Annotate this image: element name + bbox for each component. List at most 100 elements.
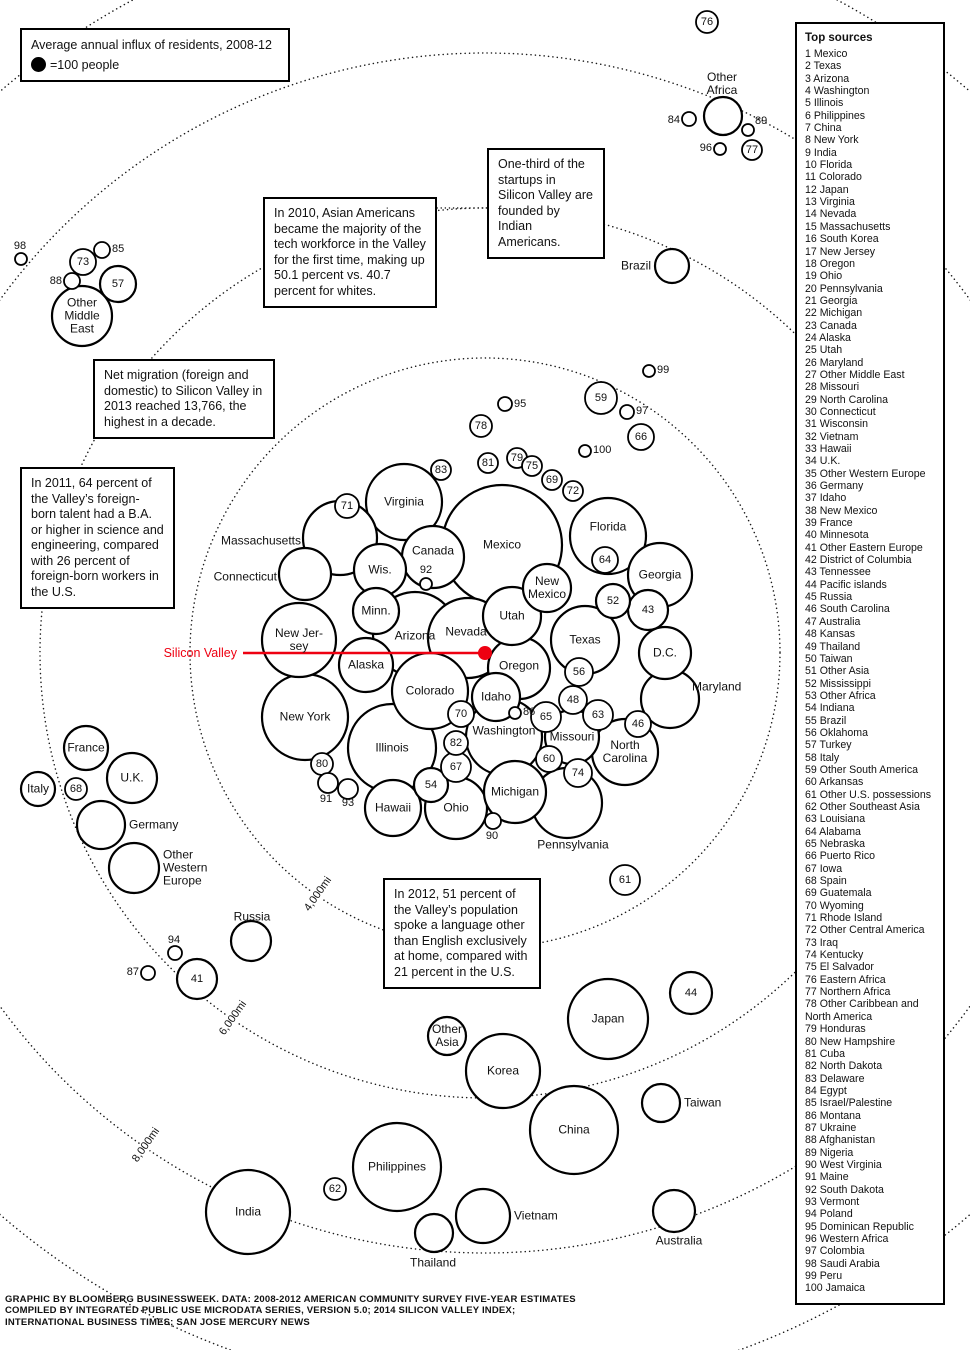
bubble-west-virginia [484,812,502,830]
source-item-15: 15 Massachusetts [805,220,891,233]
source-item-48: 48 Kansas [805,628,856,641]
bubble-russia [229,919,273,963]
source-item-31: 31 Wisconsin [805,418,868,431]
source-item-61: 61 Other U.S. possessions [805,788,932,801]
source-item-92: 92 South Dakota [805,1183,884,1196]
source-item-49: 49 Thailand [805,640,861,653]
source-item-55: 55 Brazil [805,714,847,727]
bubble-australia [651,1188,697,1234]
bubble-connecticut [277,546,333,602]
source-item-21: 21 Georgia [805,294,858,307]
callout-language: In 2012, 51 percent of the Valley’s popu… [383,878,541,989]
source-item-44: 44 Pacific islands [805,578,887,591]
source-item-18: 18 Oregon [805,257,856,270]
source-item-51: 51 Other Asia [805,665,870,678]
source-item-35: 35 Other Western Europe [805,467,926,480]
source-item-52: 52 Mississippi [805,677,871,690]
source-item-85: 85 Israel/Palestine [805,1097,893,1110]
source-item-10: 10 Florida [805,159,853,172]
bubble-philippines [351,1121,443,1213]
bubble-vietnam [454,1187,512,1245]
bubble-hawaii [363,778,423,838]
source-item-93: 93 Vermont [805,1195,860,1208]
bubble-other-caribbean [469,414,493,438]
bubble-iraq [69,248,97,276]
source-item-9: 9 India [805,146,837,159]
source-item-11: 11 Colorado [805,171,862,184]
source-item-91: 91 Maine [805,1171,849,1184]
bubble-virginia [364,462,444,542]
bubble-northern-africa [741,139,763,161]
source-item-78: 78 Other Caribbean and North America [805,998,919,1023]
bubble-nebraska [530,701,562,733]
bubble-new-york [260,672,350,762]
bubble-nigeria [741,123,755,137]
attribution-line-2: COMPILED BY INTEGRATED PUBLIC USE MICROD… [5,1305,516,1317]
bubble-korea [464,1032,542,1110]
source-item-59: 59 Other South America [805,763,919,776]
bubble-western-africa [713,142,727,156]
bubble-other-western-europe [107,841,161,895]
bubble-jamaica [578,444,592,458]
source-item-46: 46 South Carolina [805,603,890,616]
bubble-maine [317,772,339,794]
callout-indian-startups: One-third of the startups in Silicon Val… [487,148,605,259]
bubble-peru [642,364,656,378]
top-sources-panel: Top sources 1 Mexico 2 Texas 3 Arizona 4 Wa… [795,22,945,1305]
source-item-82: 82 North Dakota [805,1060,883,1073]
bubble-dominican-republic [497,396,513,412]
bubble-ukraine [140,965,156,981]
bubble-idaho [470,671,522,723]
source-item-88: 88 Afghanistan [805,1134,876,1147]
source-item-70: 70 Wyoming [805,899,864,912]
source-item-66: 66 Puerto Rico [805,850,876,863]
source-item-41: 41 Other Eastern Europe [805,541,923,554]
bubble-new-jersey [260,601,338,679]
source-item-75: 75 El Salvador [805,961,874,974]
source-item-64: 64 Alabama [805,825,861,838]
scale-dot-icon [31,57,46,72]
source-item-96: 96 Western Africa [805,1233,889,1245]
bubble-kansas [558,685,588,715]
bubble-germany [75,799,127,851]
attribution-line-3: INTERNATIONAL BUSINESS TIMES; SAN JOSE M… [5,1316,310,1328]
bubble-iowa [440,751,472,783]
source-item-16: 16 South Korea [805,233,879,246]
distance-ring-4,000mi [189,357,781,949]
bubble-south-dakota [419,577,433,591]
bubble-other-south-america [584,381,618,415]
bubble-brazil [653,247,691,285]
source-item-25: 25 Utah [805,344,843,357]
source-item-5: 5 Illinois [805,97,844,110]
source-item-43: 43 Tennessee [805,566,871,579]
source-item-2: 2 Texas [805,60,842,73]
source-item-37: 37 Idaho [805,492,847,505]
bubble-poland [167,945,183,961]
bubble-louisiana [582,699,614,731]
bubble-wyoming [447,700,475,728]
source-item-33: 33 Hawaii [805,443,852,455]
bubble-other-asia [426,1015,468,1057]
source-item-71: 71 Rhode Island [805,912,883,925]
bubble-alabama [591,546,619,574]
source-item-17: 17 New Jersey [805,245,876,258]
bubble-montana [508,706,522,720]
bubble-tennessee [626,588,670,632]
source-item-39: 39 France [805,517,853,530]
legend-title: Average annual influx of residents, 2008… [31,38,272,52]
source-item-79: 79 Honduras [805,1023,866,1036]
bubble-oklahoma [564,657,594,687]
source-item-38: 38 New Mexico [805,504,878,517]
bubble-alaska [337,636,395,694]
source-item-81: 81 Cuba [805,1047,846,1060]
source-item-90: 90 West Virginia [805,1158,882,1171]
bubble-puerto-rico [627,423,655,451]
source-item-26: 26 Maryland [805,356,864,369]
source-item-13: 13 Virginia [805,196,855,209]
bubble-minnesota [351,586,401,636]
bubble-uk [105,751,159,805]
bubble-north-dakota [443,730,469,756]
callout-ba-attainment: In 2011, 64 percent of the Valley’s fore… [20,467,175,609]
silicon-valley-marker [478,646,492,660]
